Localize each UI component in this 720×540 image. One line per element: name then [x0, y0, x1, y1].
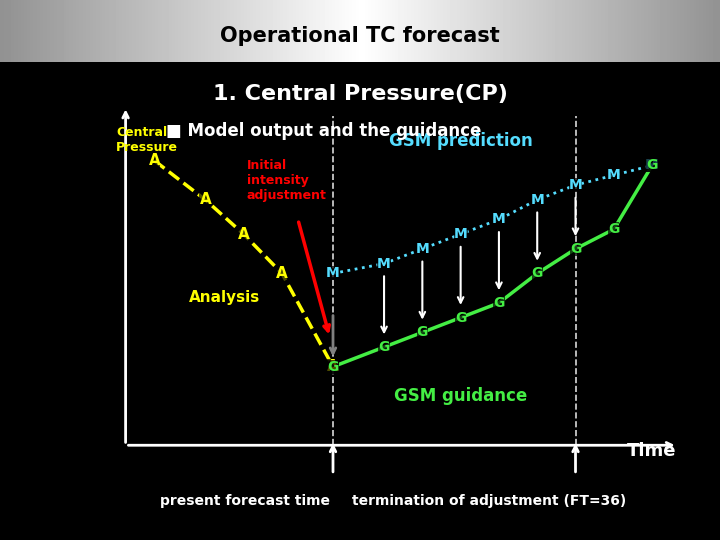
Text: G: G: [608, 222, 619, 237]
Text: Analysis: Analysis: [189, 291, 261, 306]
Text: G: G: [328, 360, 338, 374]
Text: G: G: [379, 340, 390, 354]
Text: M: M: [326, 266, 340, 280]
Text: Operational TC forecast: Operational TC forecast: [220, 26, 500, 46]
Text: M: M: [531, 193, 544, 207]
Text: A: A: [327, 359, 339, 374]
Text: M: M: [377, 256, 391, 271]
Text: G: G: [455, 310, 467, 325]
Text: Central
Pressure: Central Pressure: [116, 126, 178, 154]
Text: A: A: [148, 153, 160, 168]
Text: M: M: [415, 242, 429, 256]
Text: ■ Model output and the guidance: ■ Model output and the guidance: [166, 122, 481, 139]
Text: A: A: [238, 227, 250, 242]
Text: M: M: [454, 227, 467, 241]
Text: GSM guidance: GSM guidance: [394, 387, 527, 405]
Text: present forecast time: present forecast time: [160, 494, 330, 508]
Text: Initial
intensity
adjustment: Initial intensity adjustment: [247, 159, 327, 202]
Text: G: G: [493, 296, 505, 310]
Text: M: M: [492, 212, 506, 226]
Text: 1. Central Pressure(CP): 1. Central Pressure(CP): [212, 84, 508, 104]
Text: A: A: [276, 266, 288, 281]
Text: Time: Time: [627, 442, 676, 460]
Text: M: M: [645, 158, 659, 172]
Text: G: G: [417, 325, 428, 339]
Text: G: G: [570, 242, 581, 256]
Text: G: G: [647, 158, 658, 172]
Text: M: M: [607, 168, 621, 183]
Text: GSM prediction: GSM prediction: [389, 132, 533, 150]
Text: A: A: [199, 192, 211, 207]
Text: termination of adjustment (FT=36): termination of adjustment (FT=36): [353, 494, 626, 508]
Text: G: G: [531, 266, 543, 280]
Text: M: M: [569, 178, 582, 192]
